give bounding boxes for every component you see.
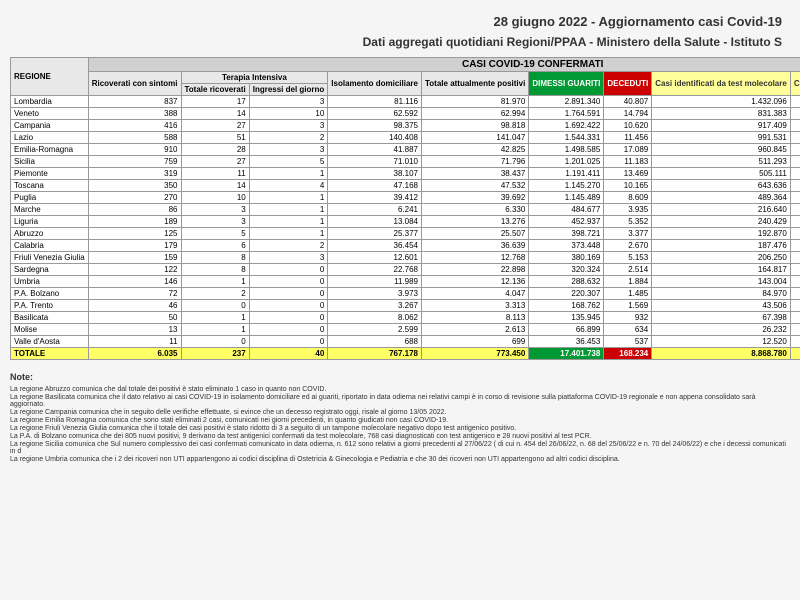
total-row: TOTALE6.03523740767.178773.45017.401.738… bbox=[11, 348, 800, 360]
table-row: Puglia27010139.41239.6921.145.4898.60948… bbox=[11, 192, 800, 204]
table-row: Abruzzo1255125.37725.507398.7213.377192.… bbox=[11, 228, 800, 240]
table-row: Basilicata50108.0628.113135.94593267.398… bbox=[11, 312, 800, 324]
notes-section: Note: La regione Abruzzo comunica che da… bbox=[10, 372, 790, 463]
table-row: Piemonte31911138.10738.4371.191.41113.46… bbox=[11, 168, 800, 180]
table-row: Campania41627398.37598.8181.692.42210.62… bbox=[11, 120, 800, 132]
table-row: Sicilia75927571.01071.7961.201.02511.183… bbox=[11, 156, 800, 168]
note-line: La regione Basilicata comunica che il da… bbox=[10, 394, 790, 408]
col-tot-pos: Totale attualmente positivi bbox=[422, 72, 529, 96]
table-row: Emilia-Romagna91028341.88742.8251.498.58… bbox=[11, 144, 800, 156]
note-line: La regione Sicilia comunica che Sul nume… bbox=[10, 441, 790, 455]
col-terapia: Terapia Intensiva bbox=[181, 72, 328, 84]
col-tot-ric: Totale ricoverati bbox=[181, 84, 249, 96]
table-row: Lazio588512140.408141.0471.544.33111.456… bbox=[11, 132, 800, 144]
note-line: La regione Abruzzo comunica che dal tota… bbox=[10, 386, 790, 393]
table-row: Umbria1461011.98912.136288.6321.884143.0… bbox=[11, 276, 800, 288]
header-subtitle: Dati aggregati quotidiani Regioni/PPAA -… bbox=[10, 33, 790, 57]
col-region: REGIONE bbox=[11, 58, 89, 96]
col-antigenico: Casi identificati da test antigenico rap… bbox=[790, 72, 800, 96]
col-ricoverati: Ricoverati con sintomi bbox=[88, 72, 181, 96]
col-molecolare: Casi identificati da test molecolare bbox=[652, 72, 791, 96]
covid-table: REGIONE CASI COVID-19 CONFERMATI Ricover… bbox=[10, 57, 800, 360]
note-line: La P.A. di Bolzano comunica che dei 805 … bbox=[10, 433, 790, 440]
table-row: Valle d'Aosta110068869936.45353712.52025… bbox=[11, 336, 800, 348]
table-row: Molise13102.5992.61366.89963426.23243.91… bbox=[11, 324, 800, 336]
table-row: Lombardia83717381.11681.9702.891.34040.8… bbox=[11, 96, 800, 108]
col-isolamento: Isolamento domiciliare bbox=[328, 72, 422, 96]
table-row: Friuli Venezia Giulia1598312.60112.76838… bbox=[11, 252, 800, 264]
table-row: Calabria1796236.45436.639373.4482.670187… bbox=[11, 240, 800, 252]
table-row: Toscana35014447.16847.5321.145.27010.165… bbox=[11, 180, 800, 192]
table-row: Marche86316.2416.330484.6773.935216.6402… bbox=[11, 204, 800, 216]
note-line: La regione Friuli Venezia Giulia comunic… bbox=[10, 425, 790, 432]
note-line: La regione Umbria comunica che i 2 dei r… bbox=[10, 456, 790, 463]
table-row: Liguria1893113.08413.276452.9375.352240.… bbox=[11, 216, 800, 228]
note-line: La regione Campania comunica che in segu… bbox=[10, 409, 790, 416]
header-title: 28 giugno 2022 - Aggiornamento casi Covi… bbox=[10, 10, 790, 33]
col-ingressi: Ingressi del giorno bbox=[249, 84, 328, 96]
table-row: P.A. Bolzano72203.9734.047220.3071.48584… bbox=[11, 288, 800, 300]
table-row: Sardegna1228022.76822.898320.3242.514164… bbox=[11, 264, 800, 276]
table-row: P.A. Trento46003.2673.313168.7621.56943.… bbox=[11, 300, 800, 312]
col-dimessi: DIMESSI GUARITI bbox=[529, 72, 604, 96]
col-deceduti: DECEDUTI bbox=[604, 72, 652, 96]
table-row: Veneto388141062.59262.9941.764.59114.794… bbox=[11, 108, 800, 120]
note-line: La regione Emilia Romagna comunica che s… bbox=[10, 417, 790, 424]
notes-title: Note: bbox=[10, 372, 790, 382]
section-header: CASI COVID-19 CONFERMATI bbox=[88, 58, 800, 72]
